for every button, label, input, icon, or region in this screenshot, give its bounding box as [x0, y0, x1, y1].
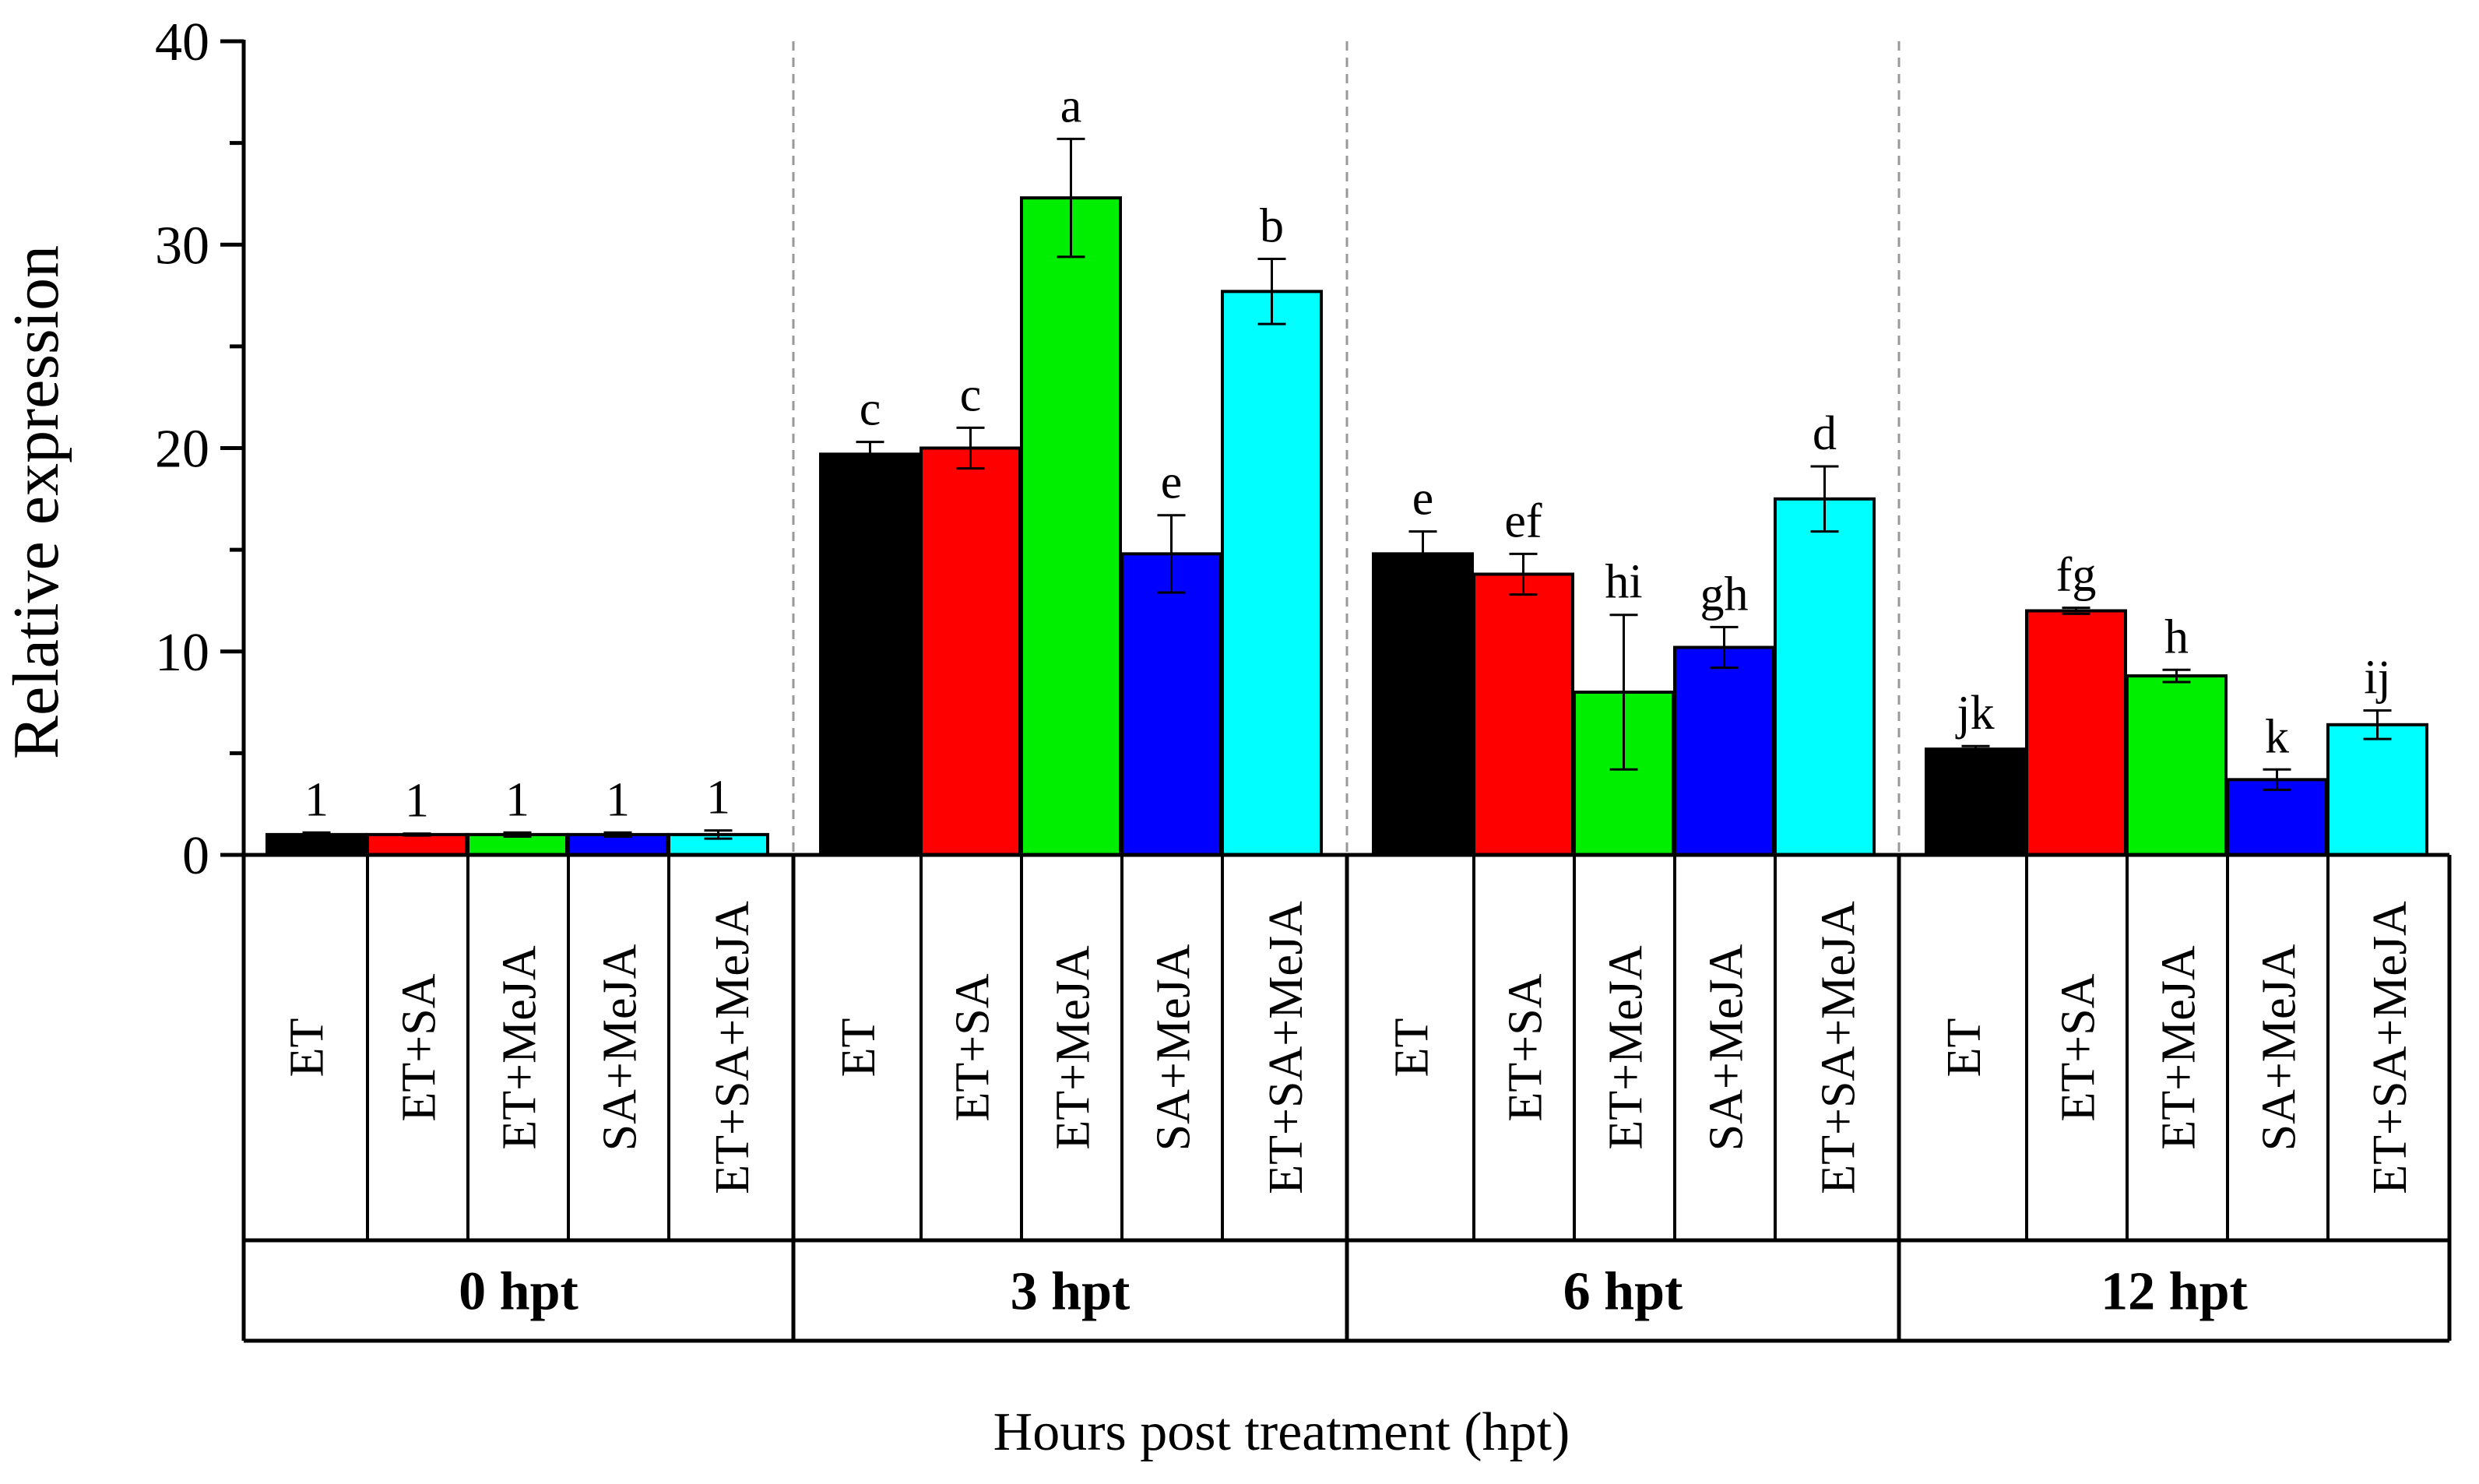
significance-letter: d — [1813, 407, 1837, 460]
y-axis-label: Relative expression — [0, 245, 72, 759]
y-axis: 0 10 20 30 40 — [155, 12, 246, 886]
bar — [1673, 645, 1775, 857]
bar — [2025, 609, 2127, 856]
y-tick-label: 0 — [182, 826, 209, 886]
error-bar — [2162, 668, 2191, 684]
error-bar — [1408, 530, 1437, 578]
significance-letter: ef — [1504, 494, 1542, 547]
error-bar — [1157, 514, 1186, 594]
significance-letter: gh — [1700, 568, 1749, 621]
treatment-label: ET — [281, 1018, 334, 1078]
bar — [819, 452, 921, 856]
treatment-label: ET+SA+MeJA — [706, 901, 759, 1194]
error-bar — [1509, 552, 1538, 596]
bar — [1925, 747, 2027, 857]
treatment-label: SA+MeJA — [594, 944, 647, 1151]
treatment-label: ET+SA+MeJA — [2364, 901, 2417, 1194]
significance-letter: b — [1260, 200, 1284, 253]
x-axis-label: Hours post treatment (hpt) — [993, 1402, 1570, 1462]
significance-letter: 1 — [304, 773, 329, 826]
y-tick-label: 30 — [155, 216, 209, 276]
significance-letter: fg — [2056, 549, 2097, 602]
treatment-label: ET+SA — [1500, 973, 1552, 1121]
group-label: 6 hpt — [1563, 1262, 1683, 1322]
plot-area: 1 1 1 1 1 c c a e b e ef hi gh d jk fg h k ij — [265, 41, 2428, 857]
x-axis-category-table: ET ET+SA ET+MeJA SA+MeJA ET+SA+MeJA 0 hpt ET ET… — [241, 853, 2452, 1343]
treatment-label: ET+SA — [2052, 973, 2105, 1121]
treatment-label: SA+MeJA — [1148, 944, 1201, 1151]
group-label: 12 hpt — [2101, 1262, 2248, 1322]
bar — [2326, 723, 2428, 856]
significance-letter: hi — [1605, 556, 1642, 609]
error-bar — [1057, 137, 1085, 258]
group-label: 0 hpt — [459, 1262, 578, 1322]
treatment-label: ET+SA — [393, 973, 446, 1121]
error-bar — [2363, 709, 2392, 740]
bar — [920, 446, 1021, 856]
significance-letter: e — [1161, 456, 1183, 509]
bar — [1221, 290, 1323, 856]
treatment-label: ET+SA+MeJA — [1260, 901, 1313, 1194]
bar — [1120, 552, 1222, 856]
error-bar — [856, 441, 884, 468]
significance-letter: 1 — [405, 775, 429, 828]
significance-letter: h — [2164, 610, 2189, 663]
treatment-label: SA+MeJA — [1700, 944, 1753, 1151]
error-bar — [1710, 625, 1739, 670]
significance-letter: ij — [2364, 652, 2390, 705]
significance-letter: c — [960, 368, 982, 421]
treatment-label: ET+MeJA — [2153, 945, 2206, 1149]
group-label: 3 hpt — [1011, 1262, 1130, 1322]
error-bar — [1961, 744, 1990, 754]
error-bar — [302, 831, 331, 838]
y-tick-label: 40 — [155, 12, 209, 72]
treatment-label: ET+MeJA — [1047, 945, 1100, 1149]
treatment-label: SA+MeJA — [2253, 944, 2306, 1151]
error-bar — [956, 426, 985, 470]
significance-letter: a — [1060, 79, 1082, 132]
error-bar — [1810, 465, 1839, 533]
error-bar — [1257, 258, 1286, 325]
treatment-label: ET+MeJA — [494, 945, 547, 1149]
bar — [366, 832, 468, 856]
bar — [1472, 572, 1574, 856]
bar — [1774, 497, 1876, 856]
error-bar — [2263, 768, 2291, 791]
significance-letter: 1 — [606, 773, 630, 826]
y-tick-label: 10 — [155, 623, 209, 683]
significance-letter: 1 — [706, 772, 730, 825]
error-bar — [704, 829, 733, 840]
error-bar — [503, 831, 532, 838]
bar — [2126, 674, 2228, 856]
significance-letter: c — [860, 383, 881, 436]
significance-letter: jk — [1955, 687, 1994, 740]
treatment-label: ET+SA+MeJA — [1813, 901, 1865, 1194]
bar — [1020, 196, 1122, 857]
bar — [1372, 552, 1474, 856]
error-bar — [403, 832, 431, 837]
error-bar — [2062, 607, 2090, 615]
treatment-label: ET — [832, 1018, 885, 1078]
significance-letter: e — [1412, 473, 1434, 526]
y-tick-label: 20 — [155, 420, 209, 480]
bar — [2226, 778, 2328, 857]
treatment-label: ET — [1938, 1018, 1991, 1078]
treatment-label: ET+MeJA — [1600, 945, 1653, 1149]
error-bar — [603, 831, 632, 838]
treatment-label: ET — [1386, 1018, 1439, 1078]
significance-letter: 1 — [505, 773, 529, 826]
significance-letter: k — [2265, 710, 2289, 763]
error-bar — [1609, 614, 1638, 771]
treatment-label: ET+SA — [947, 973, 1000, 1121]
